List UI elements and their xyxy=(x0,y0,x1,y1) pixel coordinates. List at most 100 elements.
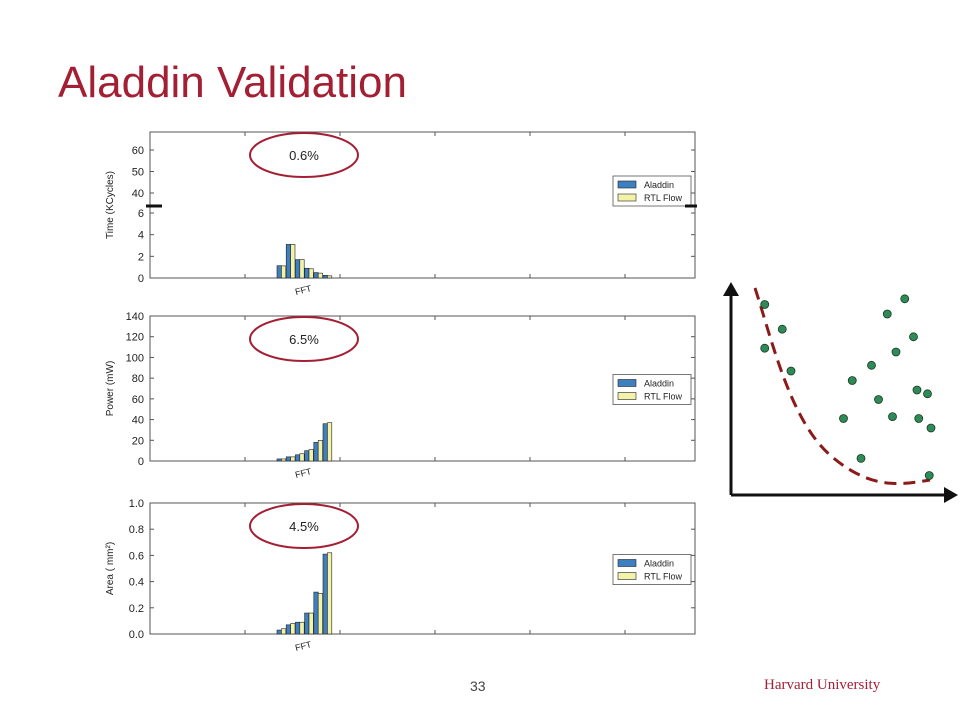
bar-aladdin xyxy=(276,458,282,462)
plot-frame xyxy=(149,502,696,635)
y-tick-label: 100 xyxy=(126,352,144,364)
bar-rtl-flow xyxy=(308,612,314,635)
bar-aladdin xyxy=(313,272,319,279)
bar-chart-2: 0 20 40 60 80 100 120 140 Power (mW) FFT Aladdin RT… xyxy=(105,311,696,480)
scatter-point xyxy=(912,385,922,395)
y-axis-label: Area ( mm²) xyxy=(105,542,116,595)
legend-swatch-aladdin xyxy=(617,559,637,567)
bar-aladdin xyxy=(313,591,319,635)
bar-aladdin xyxy=(295,621,301,635)
legend-label-aladdin: Aladdin xyxy=(644,379,674,389)
error-annotation: 4.5% xyxy=(289,519,319,534)
y-tick-label: 0.8 xyxy=(129,524,144,536)
scatter-point xyxy=(867,360,876,370)
y-tick-label: 40 xyxy=(132,188,144,200)
y-tick-label: 0.0 xyxy=(129,629,144,641)
pareto-scatter-chart xyxy=(723,282,958,503)
bar-aladdin xyxy=(304,612,310,635)
pareto-frontier-curve xyxy=(753,287,931,486)
y-axis-label: Power (mW) xyxy=(105,361,116,417)
y-tick-label: 0 xyxy=(138,273,144,285)
scatter-point xyxy=(923,389,932,399)
scatter-point xyxy=(760,343,770,353)
legend-label-aladdin: Aladdin xyxy=(644,180,674,190)
y-tick-label: 1.0 xyxy=(129,498,144,510)
scatter-point xyxy=(882,309,892,319)
bar-rtl-flow xyxy=(317,439,323,462)
scatter-point xyxy=(839,414,848,423)
bar-rtl-flow xyxy=(308,268,314,279)
bar-rtl-flow xyxy=(317,593,323,635)
x-category-label: FFT xyxy=(294,283,313,297)
highlight-ellipse xyxy=(249,503,359,549)
bar-aladdin xyxy=(276,265,282,279)
plot-frame xyxy=(149,315,696,462)
bar-rtl-flow xyxy=(327,275,333,279)
y-tick-label: 140 xyxy=(126,311,144,323)
legend-label-rtl-flow: RTL Flow xyxy=(644,392,683,402)
legend-swatch-aladdin xyxy=(617,180,637,189)
bar-rtl-flow xyxy=(317,272,323,279)
bar-aladdin xyxy=(285,456,291,462)
y-tick-label: 2 xyxy=(138,251,144,263)
y-tick-label: 6 xyxy=(138,208,144,220)
y-tick-label: 40 xyxy=(132,415,144,427)
legend-swatch-rtl-flow xyxy=(617,392,637,400)
scatter-point xyxy=(856,453,866,463)
y-tick-label: 60 xyxy=(132,394,144,406)
footer-brand: Harvard University xyxy=(764,677,881,693)
bar-rtl-flow xyxy=(290,623,296,635)
x-category-label: FFT xyxy=(294,466,313,480)
y-tick-label: 60 xyxy=(132,145,144,157)
legend-swatch-rtl-flow xyxy=(617,193,637,202)
y-tick-label: 0.4 xyxy=(129,577,144,589)
highlight-ellipse xyxy=(249,316,359,362)
bar-rtl-flow xyxy=(327,422,333,462)
highlight-ellipse xyxy=(249,132,359,178)
legend-label-aladdin: Aladdin xyxy=(644,559,674,569)
legend-label-rtl-flow: RTL Flow xyxy=(644,193,683,203)
scatter-point xyxy=(847,376,857,385)
bar-aladdin xyxy=(285,244,291,279)
y-tick-label: 4 xyxy=(138,230,144,242)
scatter-point xyxy=(926,423,936,433)
y-tick-label: 20 xyxy=(132,435,144,447)
y-axis-arrow-icon xyxy=(723,282,739,296)
x-axis-arrow-icon xyxy=(944,487,958,503)
scatter-point xyxy=(760,300,770,309)
bar-rtl-flow xyxy=(308,449,314,462)
x-category-label: FFT xyxy=(294,639,313,653)
scatter-point xyxy=(888,412,897,422)
scatter-point xyxy=(891,347,901,357)
error-annotation: 6.5% xyxy=(289,332,319,347)
y-axis-label: Time (KCycles) xyxy=(105,171,116,239)
bar-aladdin xyxy=(322,423,328,462)
bar-aladdin xyxy=(304,267,310,279)
scatter-point xyxy=(909,332,918,342)
bar-chart-3: 0.0 0.2 0.4 0.6 0.8 1.0 Area ( mm²) FFT Aladdin R… xyxy=(105,498,696,653)
slide-title: Aladdin Validation xyxy=(58,58,407,107)
error-annotation: 0.6% xyxy=(289,148,319,163)
scatter-point xyxy=(900,294,910,304)
y-tick-label: 0 xyxy=(138,456,144,468)
legend-label-rtl-flow: RTL Flow xyxy=(644,572,683,582)
y-tick-label: 120 xyxy=(126,332,144,344)
bar-rtl-flow xyxy=(327,552,333,635)
bar-aladdin xyxy=(295,454,301,462)
scatter-point xyxy=(786,366,796,376)
page-number: 33 xyxy=(470,678,486,694)
legend-swatch-rtl-flow xyxy=(617,572,637,580)
y-tick-label: 0.2 xyxy=(129,603,144,615)
y-tick-label: 50 xyxy=(132,167,144,179)
bar-aladdin xyxy=(313,442,319,462)
bar-rtl-flow xyxy=(281,628,287,635)
plot-frame xyxy=(149,131,696,279)
bar-aladdin xyxy=(322,553,328,635)
bar-chart-1: 0 2 4 6 40 50 60 Time (KCycles) FFT Aladdin RTL Fl… xyxy=(105,131,696,297)
bar-aladdin xyxy=(276,629,282,635)
bar-rtl-flow xyxy=(299,453,305,462)
bar-rtl-flow xyxy=(281,458,287,462)
scatter-point xyxy=(874,395,883,404)
bar-aladdin xyxy=(295,259,301,279)
